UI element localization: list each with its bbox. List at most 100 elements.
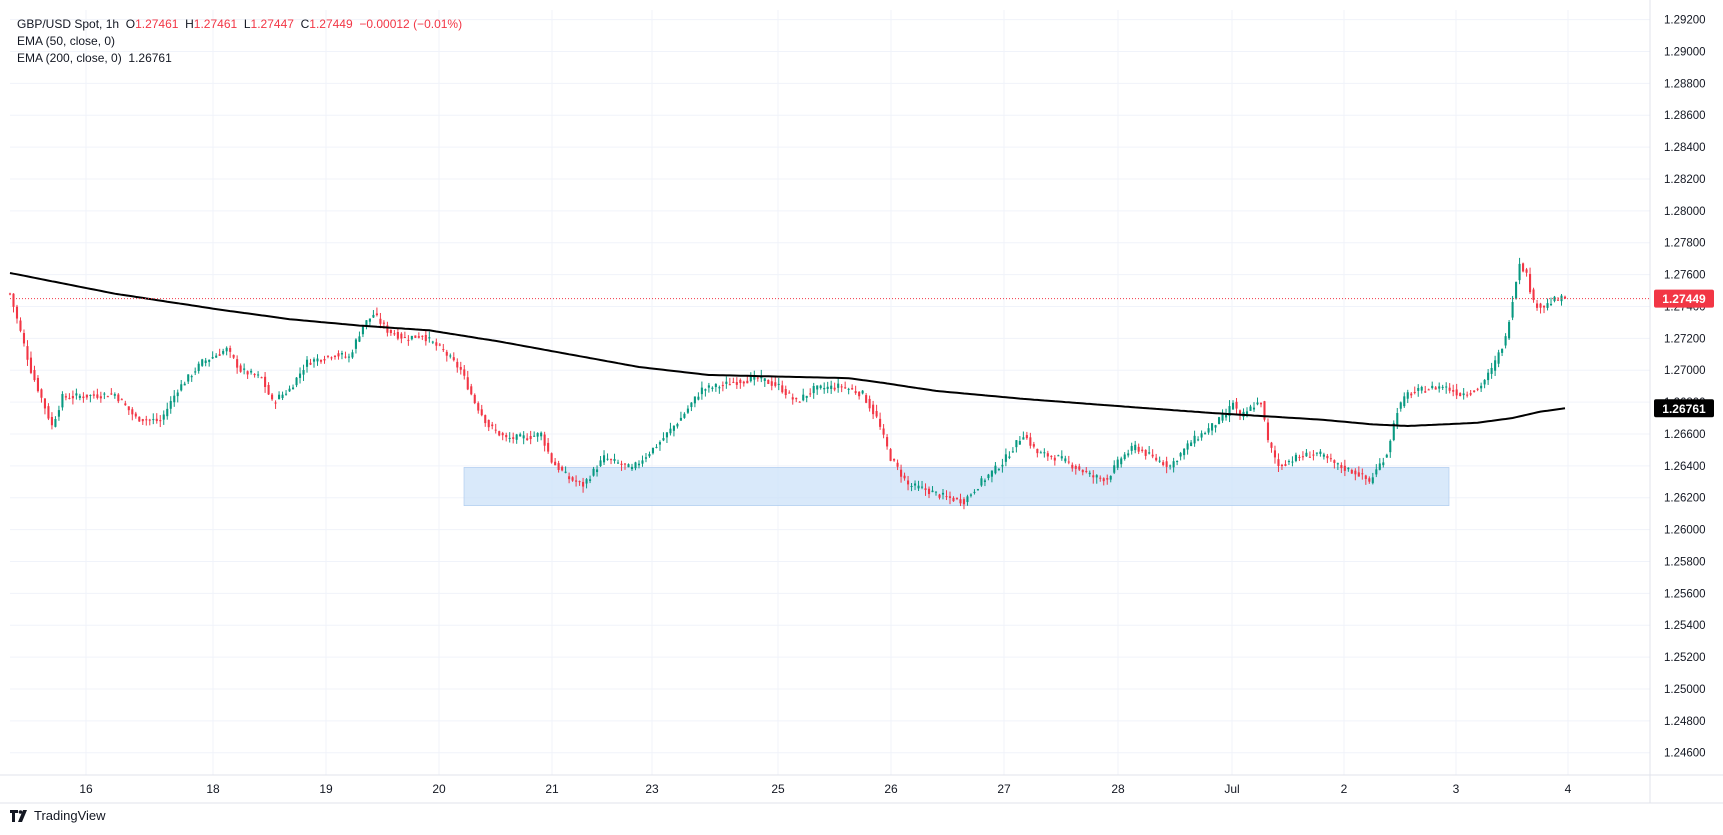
candle-body[interactable] — [1438, 386, 1441, 389]
candle-body[interactable] — [592, 468, 595, 476]
candle-body[interactable] — [798, 401, 801, 403]
candle-body[interactable] — [987, 474, 990, 479]
candle-body[interactable] — [1361, 473, 1364, 475]
candle-body[interactable] — [1144, 449, 1147, 456]
candle-body[interactable] — [253, 373, 256, 376]
candle-body[interactable] — [1410, 393, 1413, 396]
candle-body[interactable] — [770, 381, 773, 386]
candle-body[interactable] — [278, 394, 281, 400]
candle-body[interactable] — [1336, 463, 1339, 465]
candle-body[interactable] — [438, 344, 441, 346]
candle-body[interactable] — [711, 387, 714, 389]
candle-body[interactable] — [651, 447, 655, 454]
candle-body[interactable] — [540, 432, 543, 437]
candle-body[interactable] — [707, 385, 710, 388]
candle-body[interactable] — [1221, 414, 1224, 421]
candle-body[interactable] — [561, 466, 564, 471]
candle-body[interactable] — [1064, 458, 1067, 462]
candle-body[interactable] — [1399, 402, 1402, 409]
candle-body[interactable] — [295, 377, 298, 386]
candle-body[interactable] — [973, 491, 976, 493]
candle-body[interactable] — [1116, 459, 1119, 468]
candle-body[interactable] — [452, 357, 455, 361]
candle-body[interactable] — [833, 387, 836, 390]
candle-body[interactable] — [232, 354, 235, 358]
candle-body[interactable] — [1211, 423, 1214, 431]
candle-body[interactable] — [417, 336, 420, 338]
candle-body[interactable] — [515, 434, 518, 440]
candle-body[interactable] — [274, 402, 277, 404]
candle-body[interactable] — [435, 342, 438, 346]
candle-body[interactable] — [823, 388, 826, 390]
candle-body[interactable] — [1319, 451, 1322, 454]
candle-body[interactable] — [826, 386, 829, 389]
candle-body[interactable] — [1466, 394, 1469, 396]
candle-body[interactable] — [739, 379, 742, 384]
candle-body[interactable] — [365, 320, 368, 327]
candle-body[interactable] — [802, 394, 805, 401]
candle-body[interactable] — [337, 353, 340, 357]
candle-body[interactable] — [1193, 435, 1196, 444]
candle-body[interactable] — [1078, 466, 1081, 470]
candle-body[interactable] — [1259, 402, 1263, 405]
candle-body[interactable] — [354, 339, 357, 349]
candle-body[interactable] — [29, 357, 33, 373]
candle-body[interactable] — [969, 494, 973, 496]
candle-body[interactable] — [763, 378, 766, 381]
candle-body[interactable] — [554, 461, 557, 466]
candle-body[interactable] — [1420, 386, 1423, 391]
candle-body[interactable] — [1155, 457, 1158, 461]
candle-body[interactable] — [1347, 467, 1350, 470]
candle-body[interactable] — [323, 359, 326, 361]
candle-body[interactable] — [1252, 407, 1256, 410]
candle-body[interactable] — [120, 399, 123, 401]
candle-body[interactable] — [201, 359, 204, 366]
candle-body[interactable] — [1441, 386, 1444, 388]
candle-body[interactable] — [236, 359, 239, 368]
candle-body[interactable] — [68, 397, 71, 399]
candle-body[interactable] — [1287, 461, 1290, 463]
candle-body[interactable] — [484, 415, 487, 424]
candle-body[interactable] — [211, 357, 214, 359]
candle-body[interactable] — [568, 476, 571, 480]
candle-body[interactable] — [1165, 461, 1168, 467]
candle-body[interactable] — [1504, 336, 1507, 346]
candle-body[interactable] — [22, 333, 26, 344]
candle-body[interactable] — [917, 485, 920, 489]
candle-body[interactable] — [1392, 423, 1395, 441]
candle-body[interactable] — [407, 339, 410, 341]
candle-body[interactable] — [54, 419, 57, 427]
candle-body[interactable] — [12, 293, 15, 307]
candle-body[interactable] — [498, 431, 501, 436]
candle-body[interactable] — [1343, 465, 1346, 471]
candle-body[interactable] — [1553, 296, 1556, 302]
candle-body[interactable] — [875, 410, 878, 417]
candle-body[interactable] — [1462, 393, 1465, 396]
candle-body[interactable] — [8, 293, 12, 295]
candle-body[interactable] — [1036, 448, 1039, 454]
candle-body[interactable] — [215, 355, 218, 358]
candle-body[interactable] — [1448, 387, 1451, 391]
candle-body[interactable] — [1326, 455, 1329, 459]
candle-body[interactable] — [505, 434, 508, 438]
candle-body[interactable] — [103, 393, 106, 395]
candle-body[interactable] — [1378, 463, 1381, 470]
candle-body[interactable] — [742, 381, 745, 384]
candle-body[interactable] — [1102, 478, 1105, 482]
candle-body[interactable] — [368, 318, 371, 322]
candle-body[interactable] — [1204, 433, 1207, 435]
candle-body[interactable] — [1130, 445, 1133, 451]
candle-body[interactable] — [571, 477, 574, 481]
candle-body[interactable] — [421, 335, 424, 337]
candle-body[interactable] — [529, 436, 532, 440]
candle-body[interactable] — [1406, 392, 1409, 399]
candle-body[interactable] — [1158, 460, 1161, 462]
candle-body[interactable] — [1238, 410, 1242, 416]
candle-body[interactable] — [756, 377, 759, 379]
candle-body[interactable] — [1473, 390, 1476, 392]
candle-body[interactable] — [1256, 402, 1259, 405]
candle-body[interactable] — [501, 433, 504, 436]
candle-body[interactable] — [218, 354, 221, 356]
candle-body[interactable] — [243, 368, 246, 370]
candle-body[interactable] — [1245, 411, 1249, 414]
